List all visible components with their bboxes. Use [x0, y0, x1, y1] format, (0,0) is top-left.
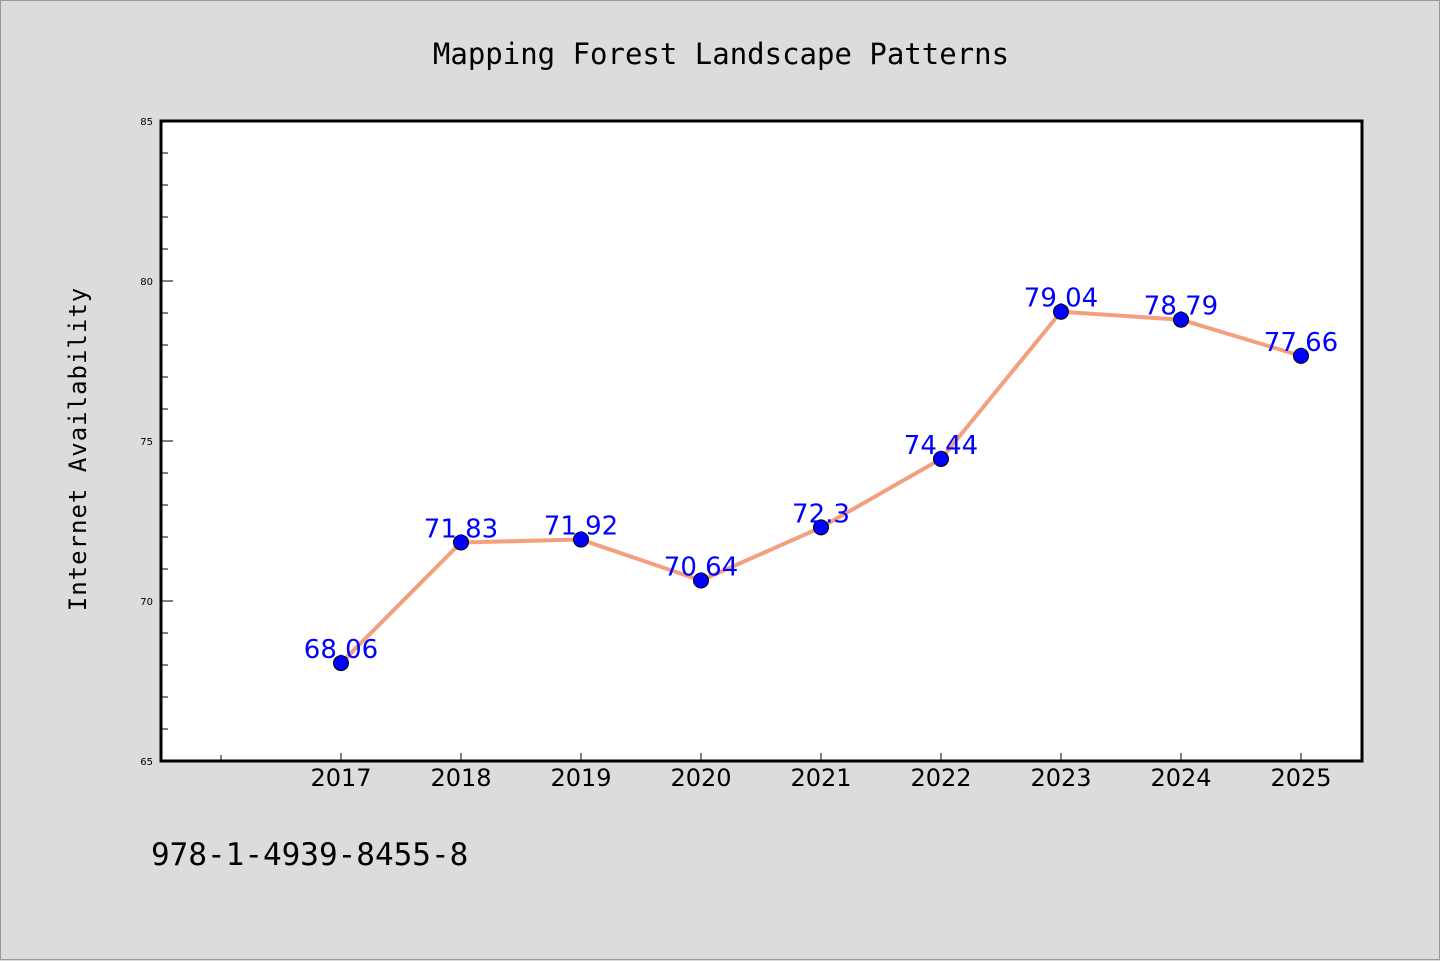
data-label: 74.44 [904, 431, 978, 461]
data-marker [1173, 311, 1189, 328]
data-marker [693, 572, 709, 589]
data-label: 70.64 [664, 553, 738, 583]
x-tick-label: 2024 [1150, 764, 1211, 792]
x-tick-label: 2022 [910, 764, 971, 792]
y-minor-ticks [160, 152, 168, 730]
y-tick-label: 75 [140, 437, 153, 448]
y-axis-ticks: 65 70 75 80 85 [140, 117, 173, 768]
data-label: 79.04 [1024, 284, 1098, 314]
data-label: 77.66 [1264, 328, 1338, 358]
x-tick-label: 2020 [670, 764, 731, 792]
x-tick-label: 2019 [550, 764, 611, 792]
data-label: 68.06 [304, 635, 378, 665]
y-tick-label: 80 [140, 277, 153, 288]
x-tick-label: 2017 [310, 764, 371, 792]
data-marker [573, 531, 589, 548]
data-label: 78.79 [1144, 292, 1218, 322]
data-markers [333, 303, 1309, 672]
x-axis-ticks: 2017 2018 2019 2020 2021 2022 2023 2024 2025 [220, 753, 1332, 792]
data-marker [1293, 347, 1309, 364]
data-marker [813, 519, 829, 536]
y-tick-label: 65 [140, 757, 153, 768]
data-labels: 68.06 71.83 71.92 70.64 72.3 74.44 79.04 78.79 7… [304, 284, 1338, 665]
data-marker [333, 655, 349, 672]
plot-area [159, 119, 1364, 763]
data-marker [453, 534, 469, 551]
y-tick-label: 70 [140, 597, 153, 608]
data-marker [1053, 303, 1069, 320]
x-tick-label: 2021 [790, 764, 851, 792]
data-marker [933, 450, 949, 467]
data-label: 71.83 [424, 514, 498, 544]
y-tick-label: 85 [140, 117, 153, 128]
x-tick-label: 2018 [430, 764, 491, 792]
y-axis-label: Internet Availability [64, 287, 92, 611]
data-label: 71.92 [544, 512, 618, 542]
data-label: 72.3 [792, 499, 850, 529]
x-tick-label: 2023 [1030, 764, 1091, 792]
chart-title: Mapping Forest Landscape Patterns [433, 37, 1009, 71]
footer-isbn: 978-1-4939-8455-8 [151, 837, 468, 873]
x-tick-label: 2025 [1270, 764, 1331, 792]
